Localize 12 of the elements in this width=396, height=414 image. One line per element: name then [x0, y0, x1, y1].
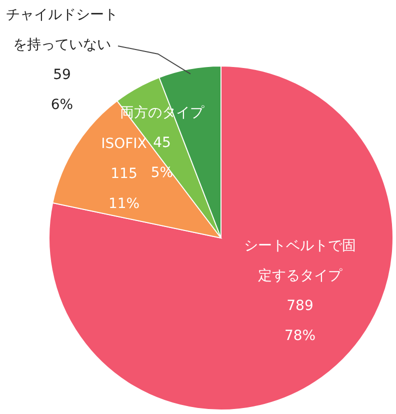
text: 6%	[50, 97, 74, 113]
slice-label: チャイルドシートを持っていない	[6, 7, 118, 53]
data-label: 59	[53, 67, 71, 83]
data-label: 45	[153, 135, 171, 151]
text: 5%	[150, 165, 174, 181]
text: 11%	[108, 196, 140, 212]
text: 78%	[284, 328, 316, 344]
data-label: 789	[286, 298, 314, 314]
data-label: 115	[110, 166, 138, 182]
slice-label: シートベルトで固定するタイプ	[244, 238, 356, 284]
slice-label: ISOFIX	[101, 136, 148, 152]
pie-slice	[48, 66, 394, 410]
